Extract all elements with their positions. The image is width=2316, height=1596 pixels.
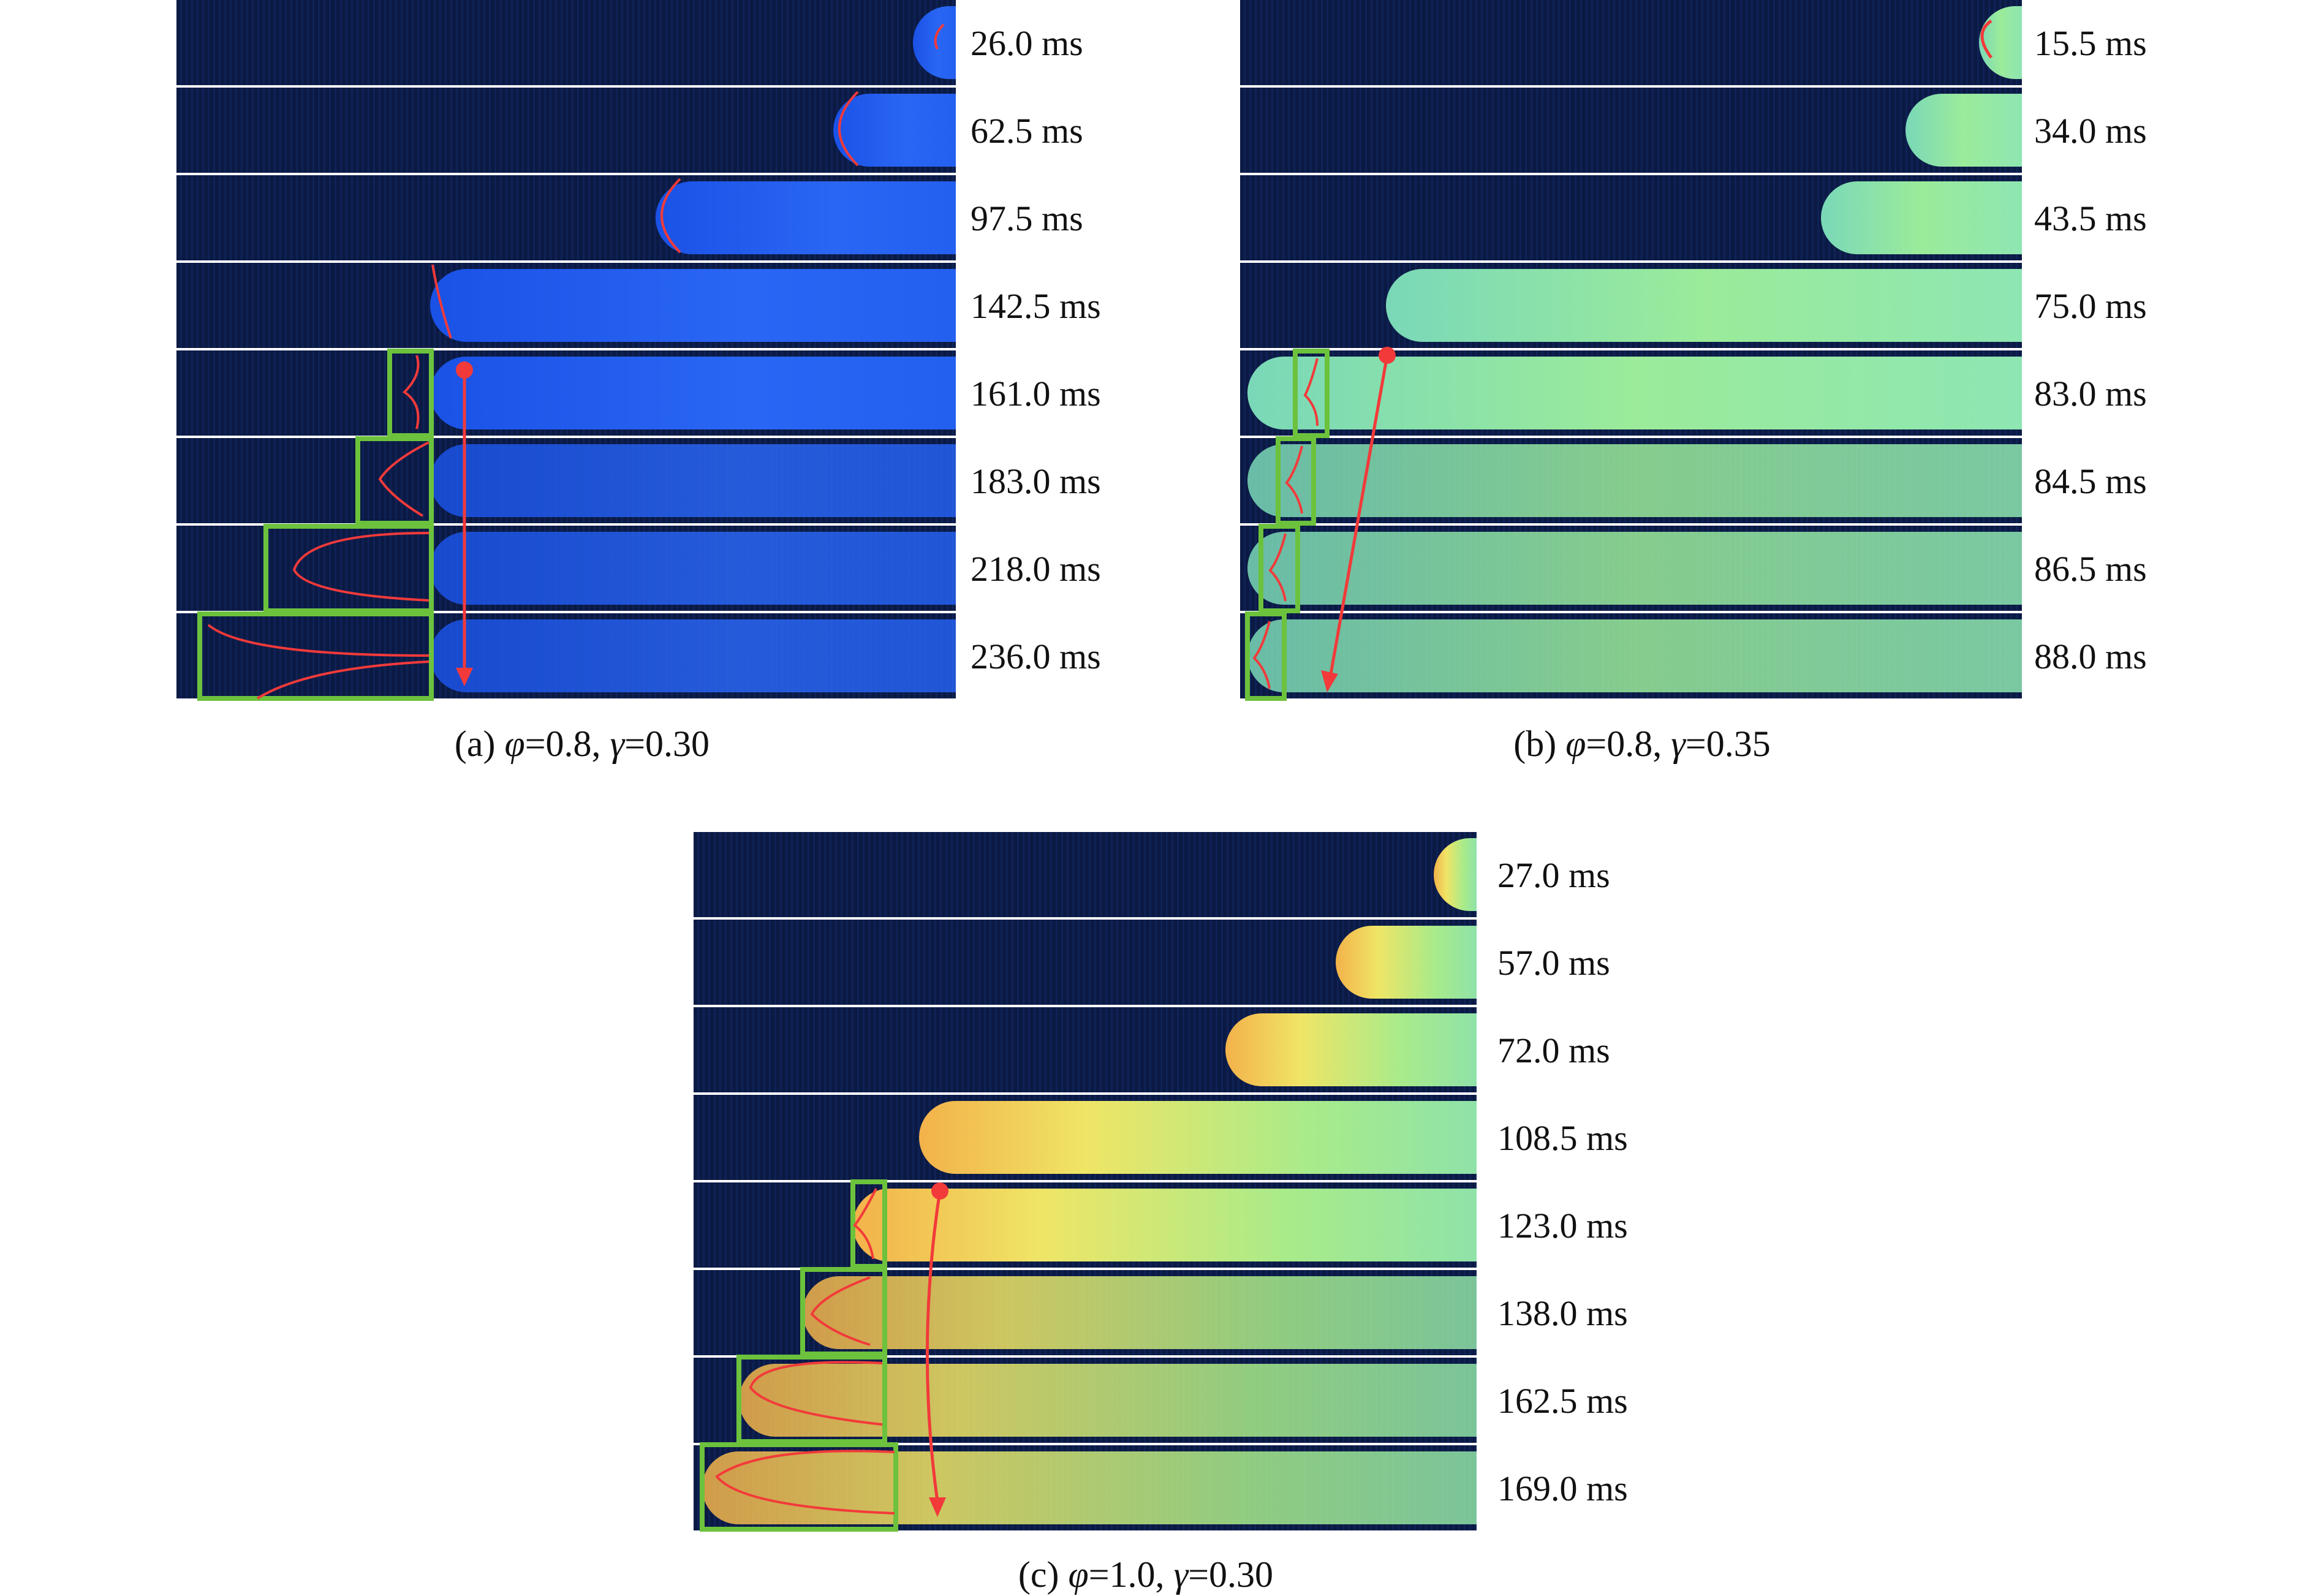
flame-region — [1434, 838, 1477, 911]
panel-b-caption: (b) φ=0.8, γ=0.35 — [1513, 724, 1771, 764]
frame-strip — [694, 1270, 1477, 1355]
frame-strip — [176, 350, 956, 436]
flame-region — [853, 1189, 1477, 1261]
flame-region — [803, 1276, 1477, 1349]
frame-time-label: 183.0 ms — [971, 461, 1101, 501]
flame-region — [1905, 94, 2022, 167]
frame-separator — [694, 1443, 1477, 1445]
frame-separator — [694, 1530, 1477, 1533]
frame-strip — [694, 1007, 1477, 1092]
frame-strip — [1240, 0, 2022, 85]
frame-time-label: 83.0 ms — [2034, 374, 2147, 414]
frame-strip — [694, 1445, 1477, 1530]
frame-time-label: 62.5 ms — [971, 111, 1083, 151]
frame-time-label: 161.0 ms — [971, 374, 1101, 414]
panel-a-caption: (a) φ=0.8, γ=0.30 — [454, 724, 710, 764]
flame-region — [1225, 1013, 1477, 1086]
frame-separator — [1240, 348, 2022, 350]
frame-separator — [176, 436, 956, 438]
frame-time-label: 15.5 ms — [2034, 23, 2147, 63]
frame-strip — [694, 1095, 1477, 1180]
frame-separator — [176, 260, 956, 263]
flame-region — [430, 619, 956, 692]
frame-time-label: 26.0 ms — [971, 23, 1083, 63]
flame-region — [1821, 181, 2022, 254]
frame-separator — [176, 173, 956, 175]
frame-time-label: 75.0 ms — [2034, 286, 2147, 326]
frame-time-label: 43.5 ms — [2034, 199, 2147, 238]
frame-time-label: 88.0 ms — [2034, 637, 2147, 676]
frame-strip — [176, 175, 956, 260]
frame-time-label: 142.5 ms — [971, 286, 1101, 326]
frame-separator — [176, 698, 956, 701]
frame-separator — [1240, 260, 2022, 263]
frame-time-label: 236.0 ms — [971, 637, 1101, 676]
flame-region — [430, 357, 956, 429]
frame-strip — [176, 0, 956, 85]
frame-strip — [694, 920, 1477, 1005]
frame-separator — [1240, 523, 2022, 526]
frame-strip — [1240, 175, 2022, 260]
frame-time-label: 218.0 ms — [971, 549, 1101, 589]
frame-separator — [694, 1005, 1477, 1007]
frame-separator — [694, 1268, 1477, 1270]
flame-region — [1336, 926, 1477, 999]
frame-strip — [694, 1358, 1477, 1443]
frame-time-label: 72.0 ms — [1497, 1031, 1610, 1070]
flame-region — [656, 181, 956, 254]
frame-separator — [694, 1355, 1477, 1358]
frame-separator — [176, 611, 956, 613]
panel-b: 15.5 ms 34.0 ms 43.5 ms 75.0 ms 83.0 ms 84.5 … — [0, 0, 2316, 790]
frame-time-label: 86.5 ms — [2034, 549, 2147, 589]
panel-c-caption: (c) φ=1.0, γ=0.30 — [1018, 1554, 1274, 1595]
frame-separator — [1240, 85, 2022, 88]
flame-region — [1386, 269, 2022, 342]
frame-separator — [176, 523, 956, 526]
frame-time-label: 108.5 ms — [1497, 1118, 1628, 1158]
frame-time-label: 169.0 ms — [1497, 1469, 1628, 1508]
frame-strip — [176, 438, 956, 523]
flame-region — [430, 444, 956, 517]
frame-time-label: 84.5 ms — [2034, 461, 2147, 501]
frame-strip — [1240, 88, 2022, 173]
frame-time-label: 138.0 ms — [1497, 1293, 1628, 1333]
frame-separator — [1240, 173, 2022, 175]
frame-separator — [176, 85, 956, 88]
flame-region — [919, 1101, 1477, 1174]
frame-separator — [1240, 698, 2022, 701]
frame-time-label: 162.5 ms — [1497, 1381, 1628, 1421]
frame-separator — [1240, 436, 2022, 438]
frame-time-label: 34.0 ms — [2034, 111, 2147, 151]
frame-time-label: 27.0 ms — [1497, 855, 1610, 895]
frame-time-label: 57.0 ms — [1497, 943, 1610, 983]
frame-strip — [1240, 263, 2022, 348]
flame-region — [702, 1451, 1477, 1524]
frame-separator — [1240, 611, 2022, 613]
frame-time-label: 97.5 ms — [971, 199, 1083, 238]
frame-separator — [694, 1180, 1477, 1182]
frame-separator — [694, 917, 1477, 920]
panel-a: 26.0 ms 62.5 ms 97.5 ms 142.5 ms 161.0 ms 183… — [0, 0, 1164, 790]
frame-strip — [694, 832, 1477, 917]
frame-separator — [176, 348, 956, 350]
frame-separator — [694, 1092, 1477, 1095]
flame-region — [430, 269, 956, 342]
flame-region — [739, 1364, 1477, 1437]
frame-time-label: 123.0 ms — [1497, 1206, 1628, 1246]
frame-strip — [176, 263, 956, 348]
frame-strip — [694, 1182, 1477, 1268]
flame-region — [430, 532, 956, 605]
